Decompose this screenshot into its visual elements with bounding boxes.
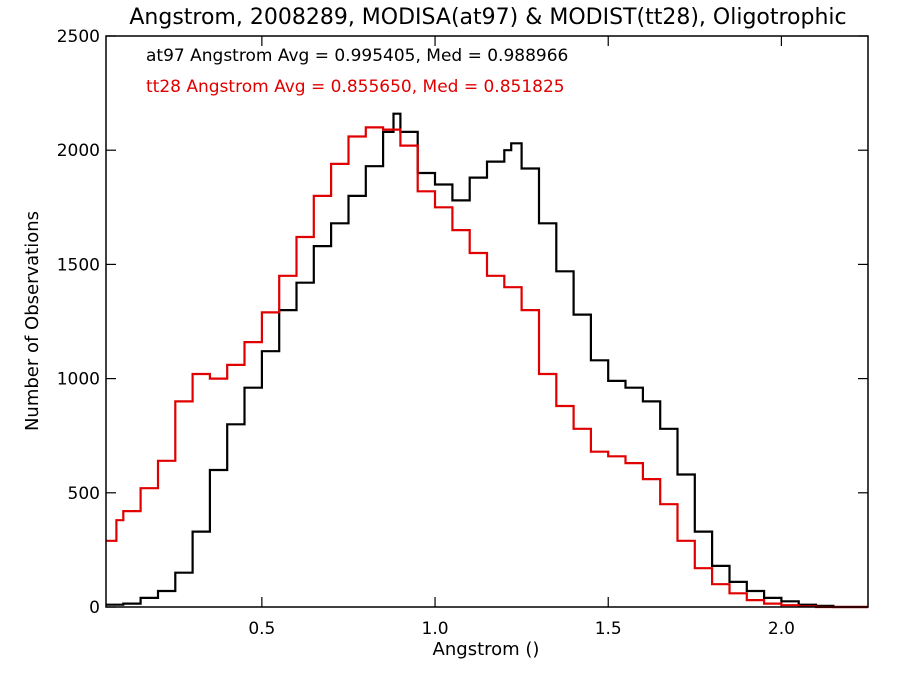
x-tick-label: 0.5 bbox=[248, 619, 275, 639]
x-axis: 0.5 1.0 1.5 2.0 bbox=[248, 36, 795, 639]
series-at97-line bbox=[106, 112, 868, 609]
series-group bbox=[106, 112, 868, 609]
y-axis: 0 500 1000 1500 2000 2500 bbox=[57, 27, 868, 618]
y-tick-label: 0 bbox=[89, 598, 100, 618]
x-tick-label: 1.5 bbox=[595, 619, 622, 639]
y-axis-label: Number of Observations bbox=[22, 211, 43, 431]
y-tick-label: 1000 bbox=[57, 370, 100, 390]
y-tick-label: 1500 bbox=[57, 255, 100, 275]
plot-frame bbox=[105, 35, 869, 608]
y-tick-label: 2000 bbox=[57, 141, 100, 161]
x-tick-label: 1.0 bbox=[422, 619, 449, 639]
y-tick-label: 500 bbox=[68, 484, 100, 504]
chart-title: Angstrom, 2008289, MODISA(at97) & MODIST… bbox=[129, 5, 846, 30]
series-tt28-line bbox=[106, 126, 868, 609]
x-axis-label: Angstrom () bbox=[433, 639, 540, 660]
x-tick-label: 2.0 bbox=[768, 619, 795, 639]
legend-at97: at97 Angstrom Avg = 0.995405, Med = 0.98… bbox=[146, 46, 568, 66]
y-tick-label: 2500 bbox=[57, 27, 100, 47]
legend-tt28: tt28 Angstrom Avg = 0.855650, Med = 0.85… bbox=[146, 77, 565, 97]
